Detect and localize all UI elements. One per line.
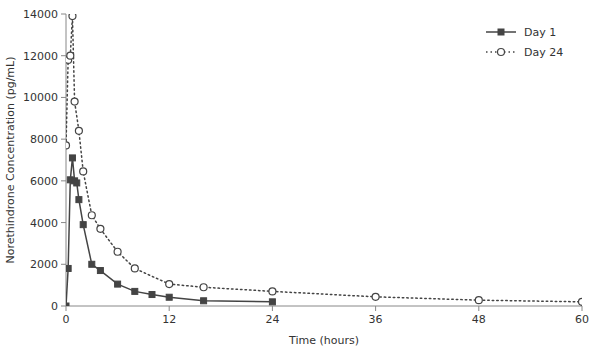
point [74,180,80,186]
x-tick-label: 48 [472,313,486,326]
y-tick [61,264,66,265]
y-tick-label: 14000 [23,8,58,21]
y-tick-label: 10000 [23,91,58,104]
x-tick-label: 36 [369,313,383,326]
point [69,14,76,20]
x-tick-label: 0 [63,313,70,326]
y-tick [61,14,66,15]
y-tick [61,180,66,181]
point [131,265,138,272]
y-tick-label: 2000 [30,258,58,271]
point [149,292,155,298]
y-tick [61,97,66,98]
y-tick [61,55,66,56]
point [67,52,74,59]
axes: 0 12 24 36 48 60 0 2000 4000 6000 8000 10000 12000 14… [23,8,589,326]
series [66,155,275,306]
point [66,303,69,306]
series-line [66,158,272,306]
plot-area [66,14,582,306]
legend-marker [498,49,505,56]
y-tick [61,306,66,307]
point [76,197,82,203]
legend-label: Day 24 [524,46,563,59]
point [132,288,138,294]
y-tick-label: 4000 [30,217,58,230]
x-tick-label: 12 [162,313,176,326]
x-axis-line [66,306,582,307]
point [66,265,71,271]
point [88,212,95,219]
x-tick [169,306,170,311]
x-tick [66,306,67,311]
point [114,248,121,255]
series-line [66,16,582,302]
point [89,261,95,267]
legend-marker [498,29,504,35]
point [80,168,87,175]
point [579,298,583,305]
legend-label: Day 1 [524,26,556,39]
chart-svg: 0 12 24 36 48 60 0 2000 4000 6000 8000 10000 12000 14… [0,0,598,352]
point [115,281,121,287]
y-tick [61,222,66,223]
point [269,288,276,295]
point [66,142,70,149]
x-tick-label: 60 [575,313,589,326]
x-tick [582,306,583,311]
point [75,127,82,134]
y-tick-label: 0 [51,300,58,313]
point [80,222,86,228]
x-tick-label: 24 [265,313,279,326]
point [475,297,482,304]
y-tick-label: 8000 [30,133,58,146]
chart-container: 0 12 24 36 48 60 0 2000 4000 6000 8000 10000 12000 14… [0,0,598,352]
point [166,281,173,288]
point [69,155,75,161]
y-tick-label: 6000 [30,175,58,188]
point [200,284,207,291]
point [97,268,103,274]
x-tick [375,306,376,311]
y-tick [61,139,66,140]
legend: Day 1 Day 24 [486,26,563,59]
point [201,298,207,304]
point [71,98,78,105]
y-axis-label: Norethindrone Concentration (pg/mL) [4,57,17,264]
point [97,225,104,232]
series [66,14,582,305]
y-tick-label: 12000 [23,50,58,63]
point [269,299,275,305]
point [372,293,379,300]
x-tick [478,306,479,311]
x-axis-label: Time (hours) [288,334,359,347]
x-tick [272,306,273,311]
point [166,294,172,300]
